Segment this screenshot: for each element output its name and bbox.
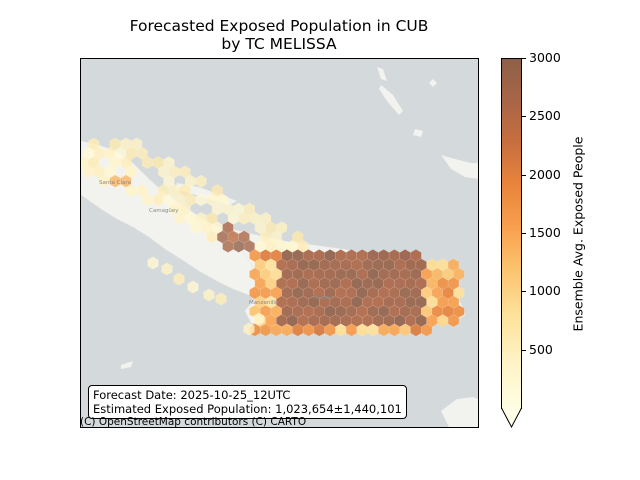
colorbar-tick-label: 1000 — [529, 283, 561, 299]
land-bahamas-2 — [377, 67, 387, 81]
colorbar-min-extension — [501, 408, 522, 428]
colorbar-tick — [521, 349, 526, 351]
land-cayman — [121, 361, 133, 369]
exposure-hex — [215, 292, 227, 306]
map-title: Forecasted Exposed Population in CUB by … — [80, 17, 478, 53]
colorbar-tick — [521, 291, 526, 293]
colorbar-tick-label: 3000 — [529, 50, 561, 65]
land-bahamas-4 — [429, 79, 437, 87]
colorbar-tick-label: 1500 — [529, 225, 561, 240]
colorbar-tick-label: 500 — [529, 341, 553, 357]
land-hispaniola — [441, 397, 478, 427]
exposure-hex — [173, 272, 185, 286]
exposure-hex — [161, 262, 173, 276]
exposure-hex — [243, 322, 255, 336]
exposure-hexbins — [81, 137, 465, 337]
basemap-label-4: Holguín — [313, 294, 335, 301]
exposure-hex — [187, 280, 199, 294]
land-bahamas-5 — [413, 129, 423, 137]
colorbar-tick — [521, 58, 526, 59]
exposure-hex — [147, 256, 159, 270]
colorbar-tick-label: 2500 — [529, 108, 561, 124]
land-bahamas-1 — [379, 85, 403, 115]
map-title-line-1: Forecasted Exposed Population in CUB — [129, 17, 429, 35]
forecast-info-box: Forecast Date: 2025-10-25_12UTC Estimate… — [88, 385, 407, 419]
basemap-labels: Santa Clara Camagüey Manzanillo Holguín — [99, 180, 335, 306]
land-bahamas-3 — [441, 155, 478, 179]
colorbar-tick-label: 2000 — [529, 166, 561, 182]
map-attribution: (C) OpenStreetMap contributors (C) CARTO — [80, 416, 307, 428]
map-canvas: Santa Clara Camagüey Manzanillo Holguín — [81, 67, 478, 427]
basemap-label-2: Camagüey — [149, 208, 179, 214]
basemap-label-1: Santa Clara — [99, 180, 131, 186]
basemap-label-3: Manzanillo — [249, 300, 279, 306]
estimated-population-text: Estimated Exposed Population: 1,023,654±… — [93, 402, 402, 416]
map-panel[interactable]: Santa Clara Camagüey Manzanillo Holguín — [80, 58, 479, 428]
colorbar-tick — [521, 174, 526, 176]
exposure-hex — [253, 312, 265, 326]
colorbar — [501, 58, 522, 409]
colorbar-tick — [521, 233, 526, 234]
colorbar-label-text: Ensemble Avg. Exposed People — [570, 136, 586, 332]
map-title-line-2: by TC MELISSA — [221, 35, 337, 53]
exposure-hex — [421, 323, 433, 337]
exposure-hex — [203, 288, 215, 302]
exposure-hex — [195, 174, 207, 188]
exposure-hex — [447, 314, 460, 328]
forecast-date-text: Forecast Date: 2025-10-25_12UTC — [93, 388, 291, 402]
colorbar-tick — [521, 116, 526, 118]
